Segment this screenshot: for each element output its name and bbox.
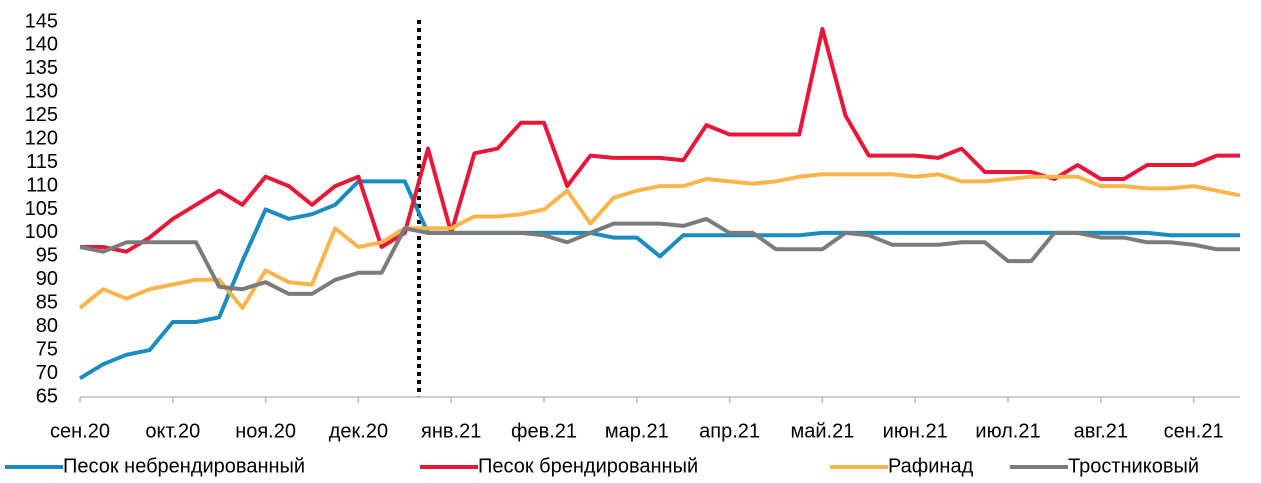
series-line <box>78 179 1240 381</box>
y-tick-label: 85 <box>36 292 58 314</box>
y-tick-label: 65 <box>36 385 58 407</box>
series-line <box>80 27 1240 254</box>
legend-label: Песок небрендированный <box>63 455 305 477</box>
x-tick-label: апр.21 <box>699 420 760 442</box>
y-tick-label: 130 <box>25 81 58 103</box>
legend-label: Тростниковый <box>1068 455 1199 477</box>
x-tick-label: сен.21 <box>1164 420 1224 442</box>
y-tick-label: 120 <box>25 127 58 149</box>
x-tick-label: мар.21 <box>605 420 669 442</box>
x-tick-label: май.21 <box>790 420 854 442</box>
y-tick-label: 75 <box>36 338 58 360</box>
y-tick-label: 135 <box>25 57 58 79</box>
x-tick-label: июн.21 <box>883 420 948 442</box>
y-tick-label: 70 <box>36 362 58 384</box>
x-tick-label: июл.21 <box>975 420 1040 442</box>
y-tick-label: 100 <box>25 221 58 243</box>
series-line <box>79 216 1240 296</box>
y-tick-label: 125 <box>25 104 58 126</box>
x-tick-label: дек.20 <box>329 420 388 442</box>
y-tick-label: 95 <box>36 245 58 267</box>
y-tick-label: 140 <box>25 34 58 56</box>
y-tick-label: 80 <box>36 315 58 337</box>
series-line <box>78 172 1241 310</box>
x-tick-label: окт.20 <box>145 420 200 442</box>
x-tick-label: фев.21 <box>511 420 577 442</box>
legend-label: Песок брендированный <box>478 455 698 477</box>
y-tick-label: 110 <box>26 174 58 196</box>
y-tick-label: 115 <box>26 151 58 173</box>
x-tick-label: авг.21 <box>1074 420 1128 442</box>
x-tick-label: ноя.20 <box>235 420 296 442</box>
y-tick-label: 145 <box>25 10 58 32</box>
y-tick-label: 105 <box>25 198 58 220</box>
legend-label: Рафинад <box>888 455 974 477</box>
x-tick-label: янв.21 <box>421 420 481 442</box>
y-tick-label: 90 <box>36 268 58 290</box>
x-tick-label: сен.20 <box>50 420 110 442</box>
